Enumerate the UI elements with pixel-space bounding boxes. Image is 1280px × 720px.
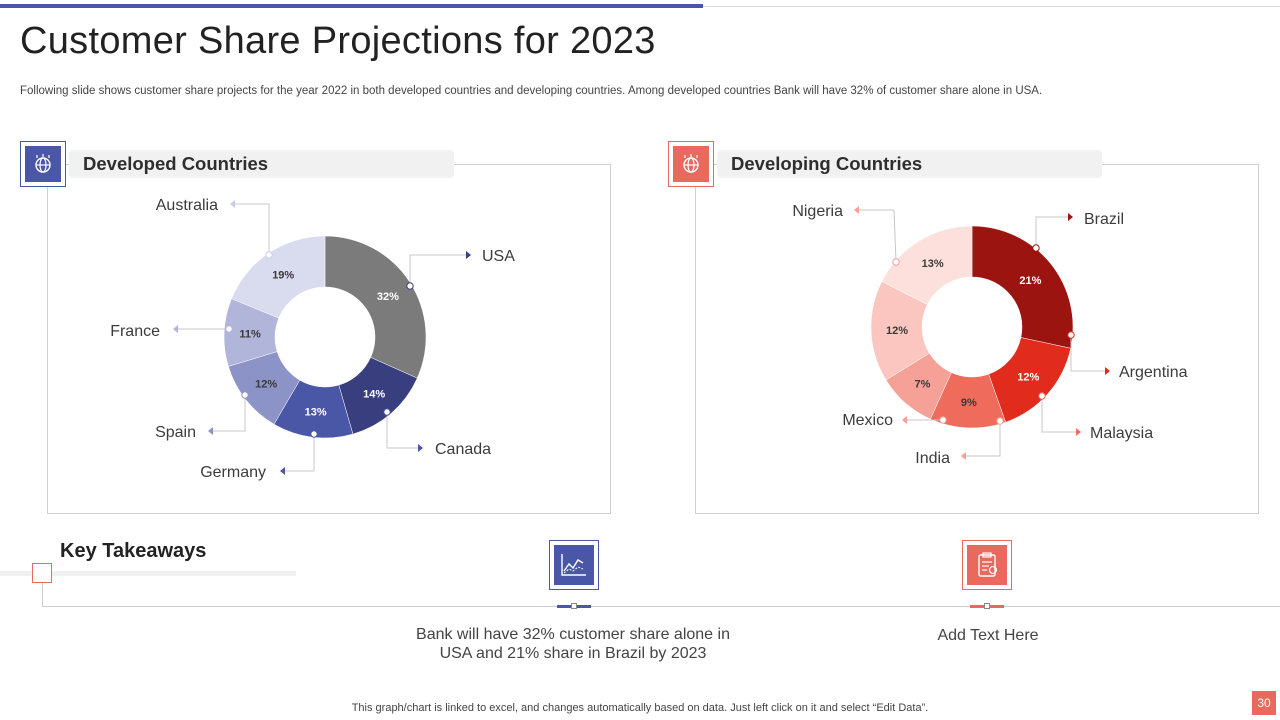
- donut-slice-usa: [324, 235, 427, 379]
- category-label-canada: Canada: [435, 441, 491, 458]
- callout-dot: [996, 417, 1004, 425]
- clipboard-icon: [967, 545, 1007, 585]
- developed-icon-box: [20, 141, 66, 187]
- takeaway-2-icon-box: [962, 540, 1012, 590]
- takeaway-1-icon-box: [549, 540, 599, 590]
- category-label-malaysia: Malaysia: [1090, 425, 1153, 442]
- callout-arrow: [208, 427, 213, 435]
- takeaways-rule: [42, 606, 1280, 607]
- callout-line: [859, 209, 897, 263]
- slice-percent-label: 9%: [961, 397, 977, 409]
- callout-line: [235, 203, 270, 255]
- slice-percent-label: 19%: [272, 270, 294, 282]
- category-label-argentina: Argentina: [1119, 364, 1188, 381]
- callout-dot: [1038, 392, 1046, 400]
- key-takeaways-marker: [32, 563, 52, 583]
- callout-dot: [310, 430, 318, 438]
- callout-arrow: [173, 325, 178, 333]
- donut-slice-australia: [231, 235, 326, 319]
- category-label-mexico: Mexico: [842, 412, 893, 429]
- key-takeaways-heading: Key Takeaways: [60, 540, 207, 562]
- callout-arrow: [230, 200, 235, 208]
- slice-percent-label: 12%: [886, 325, 908, 337]
- callout-dot: [939, 416, 947, 424]
- takeaway-2-text: Add Text Here: [937, 627, 1039, 644]
- callout-arrow: [854, 206, 859, 214]
- takeaway-1-text: Bank will have 32% customer share alone …: [416, 626, 730, 662]
- callout-dot: [406, 282, 414, 290]
- page-subtitle: Following slide shows customer share pro…: [20, 85, 1043, 97]
- slice-percent-label: 14%: [363, 389, 385, 401]
- slice-percent-label: 11%: [239, 329, 261, 341]
- top-accent-bar: [0, 4, 703, 8]
- slice-percent-label: 21%: [1019, 275, 1041, 287]
- callout-arrow: [466, 251, 471, 259]
- callout-line: [409, 254, 466, 286]
- category-label-spain: Spain: [155, 424, 196, 441]
- globe-icon: [25, 146, 61, 182]
- globe-icon: [673, 146, 709, 182]
- callout-line: [285, 434, 315, 472]
- callout-dot: [383, 408, 391, 416]
- slice-percent-label: 13%: [305, 406, 327, 418]
- callout-arrow: [902, 416, 907, 424]
- callout-dot: [1067, 331, 1075, 339]
- callout-line: [966, 421, 1001, 457]
- callout-dot: [1032, 244, 1040, 252]
- key-takeaways-bar: [0, 571, 296, 576]
- callout-dot: [225, 325, 233, 333]
- callout-dot: [265, 251, 273, 259]
- category-label-india: India: [915, 450, 950, 467]
- takeaway-1-node: [571, 603, 577, 609]
- developed-countries-heading: Developed Countries: [69, 150, 454, 178]
- page-title: Customer Share Projections for 2023: [20, 20, 656, 62]
- category-label-france: France: [110, 323, 160, 340]
- takeaway-2-node: [984, 603, 990, 609]
- callout-dot: [241, 391, 249, 399]
- callout-line: [386, 412, 418, 449]
- callout-arrow: [1068, 213, 1073, 221]
- callout-line: [1070, 335, 1105, 372]
- callout-line: [1035, 216, 1068, 248]
- callout-dot: [892, 258, 900, 266]
- callout-arrow: [1076, 428, 1081, 436]
- donut-slice-nigeria: [881, 225, 973, 305]
- slice-percent-label: 13%: [922, 258, 944, 270]
- callout-arrow: [418, 444, 423, 452]
- developed-countries-panel: [47, 164, 611, 514]
- callout-arrow: [961, 452, 966, 460]
- category-label-nigeria: Nigeria: [792, 203, 843, 220]
- category-label-germany: Germany: [200, 464, 266, 481]
- slice-percent-label: 12%: [1017, 372, 1039, 384]
- line-chart-icon: [554, 545, 594, 585]
- callout-line: [1041, 396, 1076, 433]
- page-number: 30: [1252, 691, 1276, 715]
- connector-line: [42, 583, 43, 606]
- callout-line: [213, 395, 246, 432]
- category-label-australia: Australia: [156, 197, 218, 214]
- callout-arrow: [280, 467, 285, 475]
- donut-slice-brazil: [971, 225, 1074, 349]
- category-label-usa: USA: [482, 248, 515, 265]
- developing-icon-box: [668, 141, 714, 187]
- slice-percent-label: 32%: [377, 291, 399, 303]
- category-label-brazil: Brazil: [1084, 211, 1124, 228]
- callout-arrow: [1105, 367, 1110, 375]
- slice-percent-label: 7%: [914, 378, 930, 390]
- slice-percent-label: 12%: [255, 379, 277, 391]
- footer-note: This graph/chart is linked to excel, and…: [351, 702, 929, 714]
- developing-countries-heading: Developing Countries: [717, 150, 1102, 178]
